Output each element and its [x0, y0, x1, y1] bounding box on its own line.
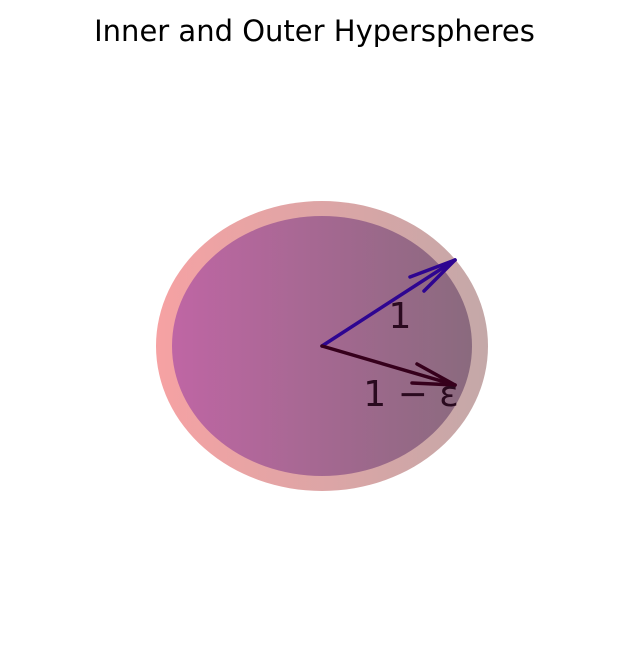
inner-radius-arrow: [320, 344, 457, 387]
outer-radius-arrow: [320, 258, 457, 348]
inner-radius-label: 1 − ε: [363, 374, 458, 415]
diagram-title: Inner and Outer Hyperspheres: [94, 14, 535, 48]
outer-radius-label: 1: [389, 296, 412, 337]
